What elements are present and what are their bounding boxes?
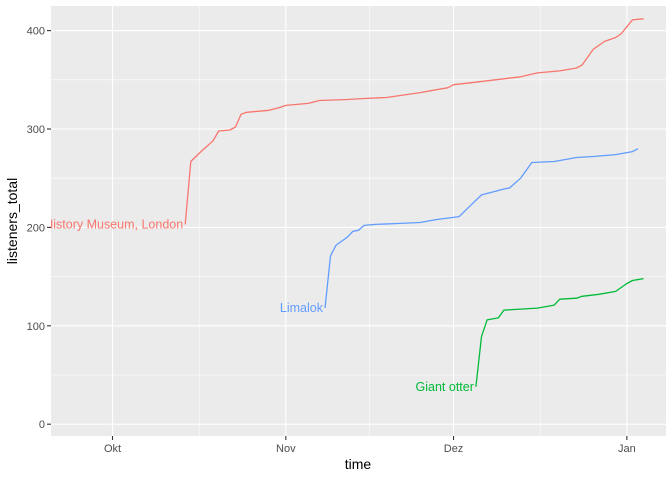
plot-panel [51,6,666,436]
y-axis-ticks: 0 100 200 300 400 [27,26,51,431]
y-axis-title: listeners_total [4,178,20,264]
x-tick-label: Okt [104,443,121,455]
minor-gridlines [51,6,666,436]
series-line [184,18,644,225]
x-tick-label: Nov [276,443,296,455]
x-axis-ticks: Okt Nov Dez Jan [104,436,636,455]
y-tick-label: 300 [27,124,45,136]
x-tick-label: Jan [618,443,636,455]
x-tick-label: Dez [444,443,464,455]
series-line [475,277,644,387]
series-line [324,148,639,309]
series-labels: History Museum, London Limalok Giant otter [44,217,474,394]
x-axis-title: time [345,456,372,472]
y-tick-label: 200 [27,222,45,234]
series-label: Limalok [280,301,324,315]
series-label: Giant otter [416,380,474,394]
major-gridlines [51,6,666,436]
y-tick-label: 0 [39,419,45,431]
y-tick-label: 400 [27,26,45,38]
series-lines [184,18,644,387]
series-label: History Museum, London [44,217,183,231]
y-tick-label: 100 [27,321,45,333]
